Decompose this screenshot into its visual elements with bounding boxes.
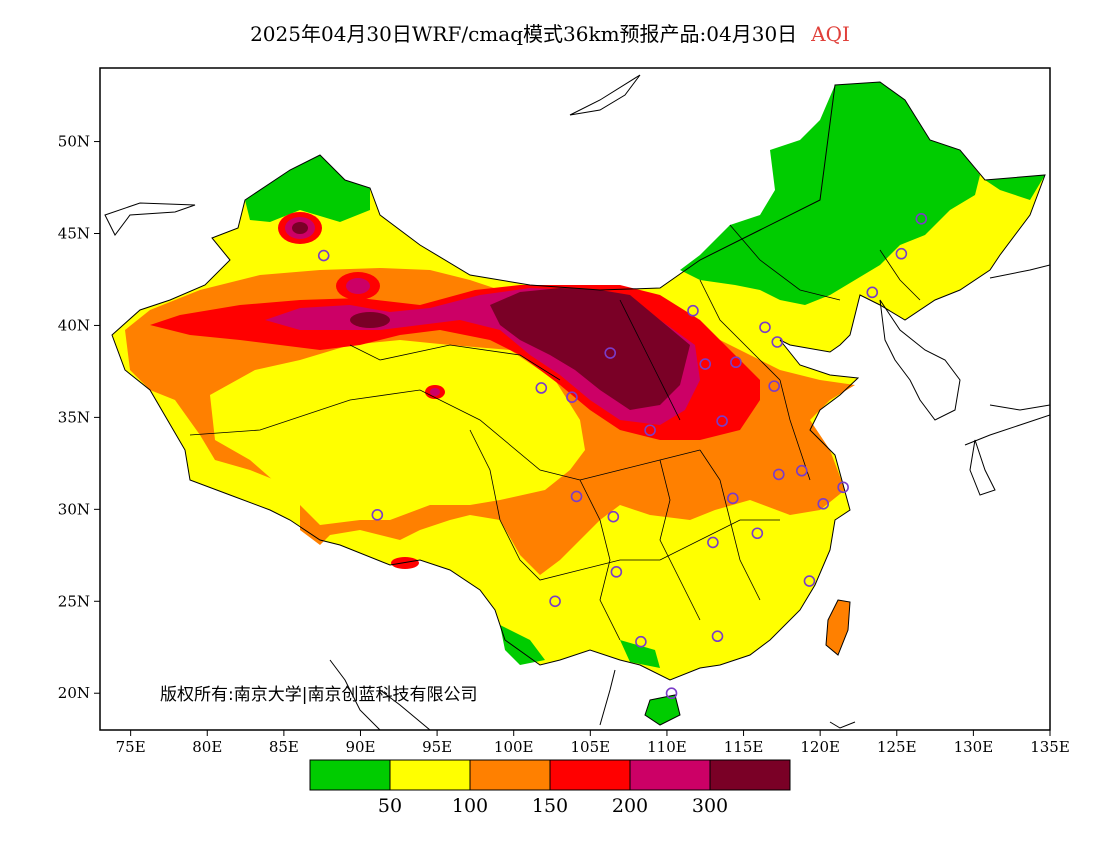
- aqi-region-green-northeast: [680, 82, 980, 305]
- monitoring-stations: [317, 212, 928, 700]
- y-tick-label: 20N: [58, 684, 90, 702]
- station-marker: [707, 536, 719, 549]
- colorbar-swatch: [469, 759, 551, 791]
- aqi-region-green-northeast-tip: [985, 175, 1045, 200]
- x-tick-label: 75E: [116, 738, 146, 756]
- y-tick-label: 40N: [58, 316, 90, 334]
- colorbar-label: 150: [532, 795, 568, 817]
- x-tick-label: 95E: [422, 738, 452, 756]
- x-tick-label: 105E: [571, 738, 611, 756]
- y-tick-label: 35N: [58, 408, 90, 426]
- x-tick-label: 80E: [192, 738, 222, 756]
- hotspot-tianshan-core: [292, 222, 308, 234]
- station-marker: [716, 415, 728, 427]
- aqi-region-green-guangxi: [620, 640, 660, 668]
- station-marker: [817, 498, 830, 510]
- station-marker: [371, 509, 384, 521]
- x-tick-label: 135E: [1030, 738, 1070, 756]
- map-title: 2025年04月30日WRF/cmaq模式36km预报产品:04月30日 AQI: [0, 18, 1100, 47]
- station-marker: [795, 464, 808, 477]
- aqi-region-yellow-plateau: [210, 340, 585, 525]
- aqi-region-green-south: [500, 625, 545, 665]
- title-variable: AQI: [811, 22, 850, 46]
- station-marker: [604, 347, 617, 359]
- station-marker: [837, 481, 849, 494]
- station-marker: [768, 380, 780, 392]
- y-tick-label: 50N: [58, 133, 90, 151]
- station-marker: [317, 249, 330, 262]
- station-marker: [771, 336, 784, 348]
- station-marker: [711, 630, 724, 643]
- colorbar: 50 100 150 200 300: [309, 759, 791, 817]
- station-marker: [895, 247, 908, 260]
- x-tick-label: 110E: [647, 738, 687, 756]
- station-marker: [730, 356, 742, 369]
- map-area: [104, 74, 1050, 730]
- x-tick-label: 90E: [345, 738, 375, 756]
- colorbar-swatch: [309, 759, 391, 791]
- station-marker: [665, 687, 678, 700]
- station-marker: [915, 212, 928, 225]
- title-text: 2025年04月30日WRF/cmaq模式36km预报产品:04月30日: [250, 22, 798, 46]
- colorbar-swatch: [709, 759, 791, 791]
- province-boundaries: [189, 224, 921, 641]
- colorbar-swatch: [549, 759, 631, 791]
- y-tick-label: 45N: [58, 225, 90, 243]
- axis-ticks: 75E 80E 85E 90E 95E 100E 105E 110E 115E 120E 125E 1…: [58, 133, 1070, 756]
- aqi-region-green-hainan: [645, 695, 680, 725]
- colorbar-swatch: [389, 759, 471, 791]
- station-marker: [644, 424, 656, 437]
- station-marker: [610, 566, 623, 578]
- aqi-region-maroon: [490, 288, 690, 410]
- station-marker: [607, 510, 620, 523]
- map-frame: [99, 67, 1051, 731]
- colorbar-label: 50: [378, 795, 402, 817]
- station-marker: [759, 321, 771, 334]
- y-tick-label: 25N: [58, 592, 90, 610]
- colorbar-swatch: [629, 759, 711, 791]
- x-tick-label: 120E: [800, 738, 840, 756]
- x-tick-label: 115E: [724, 738, 764, 756]
- y-tick-label: 30N: [58, 500, 90, 518]
- x-tick-label: 85E: [269, 738, 299, 756]
- station-marker: [549, 595, 561, 608]
- colorbar-label: 100: [452, 795, 488, 817]
- station-marker: [687, 304, 699, 317]
- station-marker: [772, 468, 785, 481]
- colorbar-label: 200: [612, 795, 648, 817]
- hotspot-qinghai-core: [430, 388, 440, 396]
- hotspot-tarim-core: [350, 312, 390, 328]
- station-marker: [566, 391, 578, 403]
- station-marker: [570, 490, 583, 503]
- station-marker: [535, 382, 548, 394]
- aqi-region-taiwan: [826, 600, 850, 655]
- colorbar-label: 300: [692, 795, 728, 817]
- station-marker: [699, 358, 712, 370]
- coastline-borders: [104, 74, 1050, 730]
- station-marker: [866, 286, 879, 299]
- station-marker: [751, 527, 764, 540]
- copyright-text: 版权所有:南京大学|南京创蓝科技有限公司: [160, 685, 478, 705]
- station-marker: [727, 492, 739, 505]
- aqi-region-green-northwest: [245, 155, 370, 222]
- x-tick-label: 130E: [954, 738, 994, 756]
- hotspot-turpan-core: [346, 278, 370, 294]
- x-tick-label: 125E: [877, 738, 917, 756]
- x-tick-label: 100E: [494, 738, 534, 756]
- station-marker: [635, 635, 647, 648]
- station-marker: [803, 575, 816, 587]
